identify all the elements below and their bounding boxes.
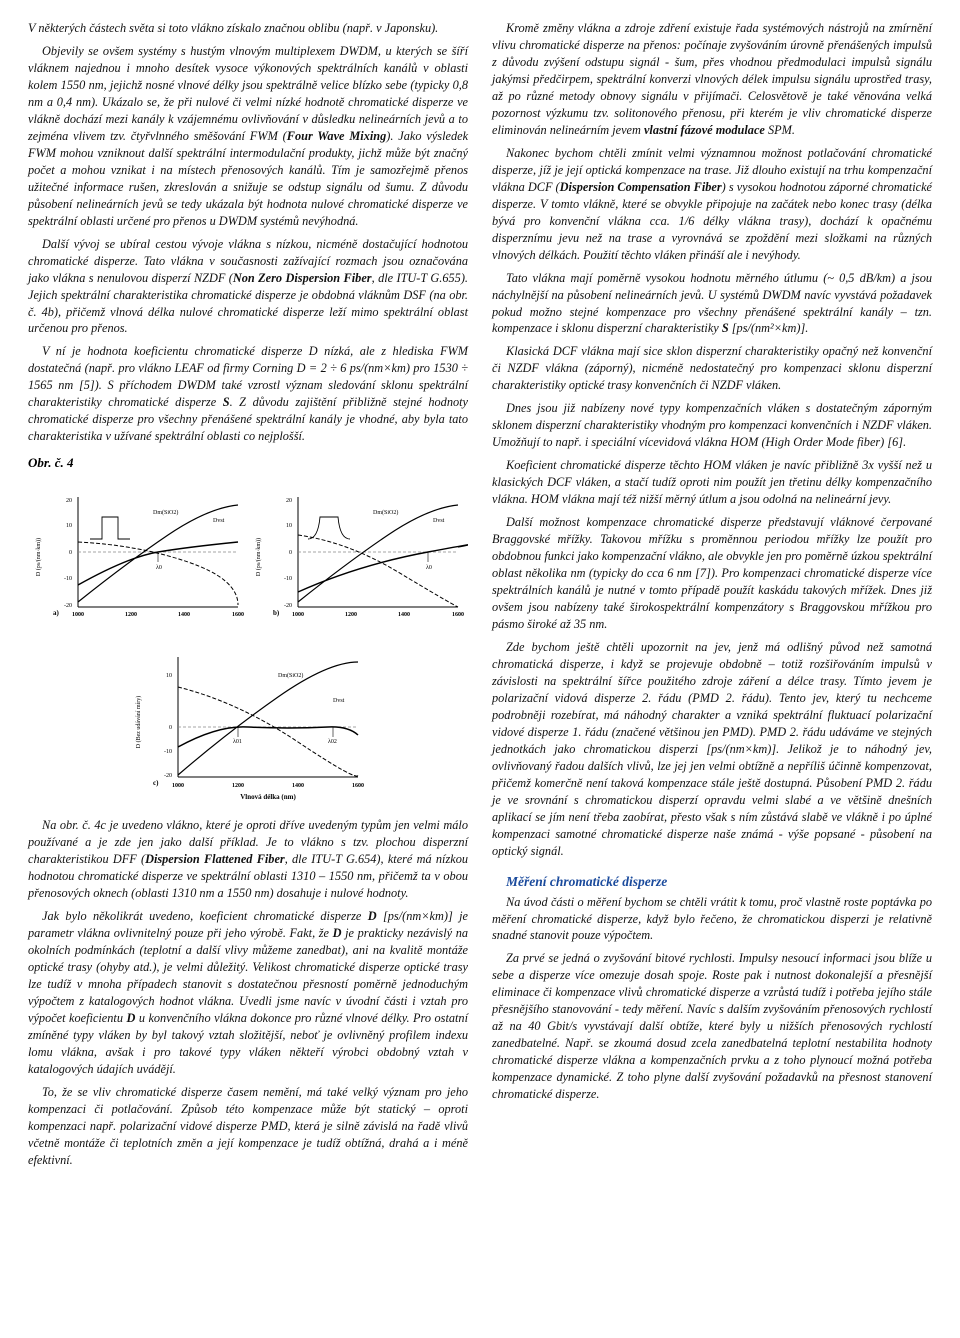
sym-s: S [223, 395, 230, 409]
para-r3: Tato vlákna mají poměrně vysokou hodnotu… [492, 270, 932, 338]
sym-d: D [333, 926, 342, 940]
ytick: 0 [169, 725, 172, 731]
page-two-column: V některých částech světa si toto vlákno… [28, 20, 932, 1175]
ylabel-c: D (Bez udávání míry) [135, 696, 142, 748]
text: SPM. [765, 123, 795, 137]
curve-dvst [298, 535, 458, 607]
figure-label: Obr. č. 4 [28, 455, 468, 471]
pulse-icon [308, 517, 350, 539]
term-spm: vlastní fázové modulace [644, 123, 765, 137]
para-r1: Kromě změny vlákna a zdroje zdření exist… [492, 20, 932, 139]
label-dvst: Dvst [213, 518, 225, 524]
label-dm: Dm(SiO2) [373, 509, 398, 516]
para-l6: Jak bylo několikrát uvedeno, koeficient … [28, 908, 468, 1078]
panel-c: 10 0 -10 -20 1000 1200 1400 1600 Vlnová … [135, 657, 364, 801]
curve-total [78, 542, 238, 585]
ylabel: D (ps/(nm·km)) [35, 538, 42, 576]
ytick: -10 [64, 576, 72, 582]
label-dm: Dm(SiO2) [153, 509, 178, 516]
ytick: -10 [164, 749, 172, 755]
ytick: -20 [284, 603, 292, 609]
section-heading-measurement: Měření chromatické disperze [492, 874, 932, 890]
term-dff: Dispersion Flattened Fiber [145, 852, 285, 866]
xtick: 1200 [232, 783, 244, 789]
para-r6: Koeficient chromatické disperze těchto H… [492, 457, 932, 508]
ytick: 0 [69, 550, 72, 556]
xtick: 1000 [172, 783, 184, 789]
curve-dvst [178, 687, 358, 776]
text: [ps/(nm²×km)]. [729, 321, 809, 335]
curve-total [298, 544, 468, 592]
ytick: 20 [286, 498, 292, 504]
left-column: V některých částech světa si toto vlákno… [28, 20, 468, 1175]
xtick: 1200 [125, 612, 137, 618]
para-r10: Za prvé se jedná o zvyšování bitové rych… [492, 950, 932, 1103]
para-l3: Další vývoj se ubíral cestou vývoje vlák… [28, 236, 468, 338]
sym-d: D [368, 909, 377, 923]
para-r7: Další možnost kompenzace chromatické dis… [492, 514, 932, 633]
xtick: 1200 [345, 612, 357, 618]
para-l1: V některých částech světa si toto vlákno… [28, 20, 468, 37]
para-l7: To, že se vliv chromatické disperze čase… [28, 1084, 468, 1169]
ytick: 10 [66, 523, 72, 529]
text: Jak bylo několikrát uvedeno, koeficient … [42, 909, 368, 923]
para-r4: Klasická DCF vlákna mají sice sklon disp… [492, 343, 932, 394]
pulse-icon [90, 517, 130, 539]
text: ). Jako výsledek FWM mohou vzniknout dal… [28, 129, 468, 228]
curve-dm [178, 662, 358, 775]
para-r2: Nakonec bychom chtěli zmínit velmi význa… [492, 145, 932, 264]
ylabel: D (ps/(nm·km)) [255, 538, 262, 576]
xtick: 1000 [72, 612, 84, 618]
label-dvst: Dvst [333, 698, 345, 704]
term-dcf: Dispersion Compensation Fiber [560, 180, 722, 194]
label-lambda0: λ0 [426, 565, 432, 571]
para-r5: Dnes jsou již nabízeny nové typy kompenz… [492, 400, 932, 451]
label-dm: Dm(SiO2) [278, 672, 303, 679]
text: Tato vlákna mají poměrně vysokou hodnotu… [492, 271, 932, 336]
figure-4-svg: 20 10 0 -10 -20 1000 1200 1400 1600 [28, 477, 468, 807]
xtick: 1600 [232, 612, 244, 618]
para-l2: Objevily se ovšem systémy s hustým vlnov… [28, 43, 468, 230]
ytick: 10 [166, 673, 172, 679]
label-lambda0: λ0 [156, 565, 162, 571]
panel-a-label: a) [53, 609, 60, 617]
panel-b: 20 10 0 -10 -20 1000 1200 1400 1600 Dm(S… [255, 497, 468, 618]
xtick: 1600 [452, 612, 464, 618]
xtick: 1000 [292, 612, 304, 618]
term-nzdf: Non Zero Dispersion Fiber [233, 271, 372, 285]
ytick: -10 [284, 576, 292, 582]
panel-b-label: b) [273, 609, 280, 617]
ytick: 20 [66, 498, 72, 504]
panel-a: 20 10 0 -10 -20 1000 1200 1400 1600 [35, 487, 244, 618]
para-r8: Zde bychom ještě chtěli upozornit na jev… [492, 639, 932, 860]
sym-d: D [126, 1011, 135, 1025]
ytick: -20 [164, 773, 172, 779]
label-l02: λ02 [328, 739, 337, 745]
panel-c-label: c) [153, 779, 159, 787]
ytick: -20 [64, 603, 72, 609]
xtick: 1400 [398, 612, 410, 618]
figure-4: 20 10 0 -10 -20 1000 1200 1400 1600 [28, 477, 468, 807]
label-l01: λ01 [233, 739, 242, 745]
para-r9: Na úvod části o měření bychom se chtěli … [492, 894, 932, 945]
para-l4: V ní je hodnota koeficientu chromatické … [28, 343, 468, 445]
xtick: 1400 [292, 783, 304, 789]
text: Kromě změny vlákna a zdroje zdření exist… [492, 21, 932, 137]
term-fwm: Four Wave Mixing [287, 129, 386, 143]
xtick: 1400 [178, 612, 190, 618]
xtick: 1600 [352, 783, 364, 789]
xlabel: Vlnová délka (nm) [240, 793, 296, 801]
ytick: 0 [289, 550, 292, 556]
ytick: 10 [286, 523, 292, 529]
label-dvst: Dvst [433, 518, 445, 524]
sym-s: S [722, 321, 729, 335]
right-column: Kromě změny vlákna a zdroje zdření exist… [492, 20, 932, 1175]
para-l5: Na obr. č. 4c je uvedeno vlákno, které j… [28, 817, 468, 902]
